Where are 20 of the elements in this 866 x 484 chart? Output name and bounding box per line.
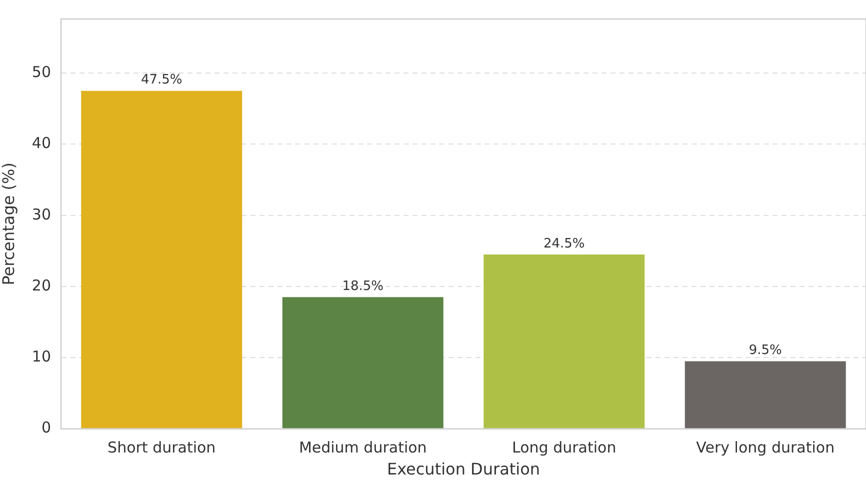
data-label: 47.5% bbox=[140, 72, 182, 88]
bar bbox=[81, 90, 242, 428]
y-tick-label: 20 bbox=[32, 276, 51, 294]
bar bbox=[684, 361, 846, 428]
x-tick-label: Medium duration bbox=[298, 438, 427, 457]
x-axis-title: Execution Duration bbox=[386, 460, 540, 479]
data-label: 18.5% bbox=[342, 279, 384, 294]
x-tick-label: Long duration bbox=[512, 438, 616, 457]
data-label: 9.5% bbox=[748, 343, 782, 358]
x-tick-label: Very long duration bbox=[696, 438, 835, 457]
y-tick-label: 10 bbox=[32, 348, 51, 366]
y-tick-label: 0 bbox=[41, 418, 51, 437]
x-tick-label: Short duration bbox=[108, 438, 216, 457]
y-tick-label: 40 bbox=[32, 134, 51, 152]
y-tick-label: 50 bbox=[32, 62, 51, 81]
y-tick-label: 30 bbox=[32, 205, 51, 224]
bar bbox=[282, 297, 444, 428]
bar bbox=[484, 254, 645, 428]
y-axis-title: Percentage (%) bbox=[0, 162, 18, 286]
data-label: 24.5% bbox=[543, 236, 585, 252]
